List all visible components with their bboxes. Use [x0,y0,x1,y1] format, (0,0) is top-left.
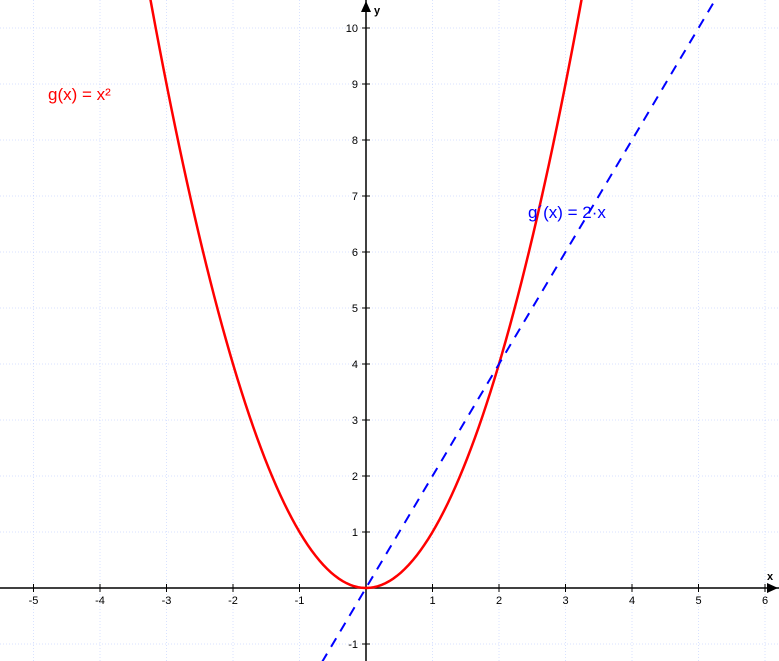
x-tick-label: 5 [695,595,701,607]
y-tick-label: 7 [352,191,358,203]
x-tick-label: -3 [162,595,172,607]
label-g: g(x) = x² [48,85,111,104]
y-tick-label: 3 [352,415,358,427]
x-tick-label: 2 [496,595,502,607]
x-tick-label: 3 [562,595,568,607]
x-tick-label: -2 [228,595,238,607]
y-tick-label: 2 [352,471,358,483]
x-axis-label: x [767,571,774,583]
label-gprime: g´(x) = 2·x [528,203,606,222]
x-tick-label: -4 [95,595,105,607]
chart-container: -5 -4 -3 -2 -1 1 2 3 4 5 6 -1 1 2 3 4 5 6 7 8 9 10 x y g(x) = x²… [0,0,779,661]
x-tick-label: 1 [429,595,435,607]
x-tick-label: 6 [762,595,768,607]
y-tick-label: 10 [346,23,358,35]
y-tick-label: -1 [348,639,358,651]
function-plot: -5 -4 -3 -2 -1 1 2 3 4 5 6 -1 1 2 3 4 5 6 7 8 9 10 x y g(x) = x²… [0,0,779,661]
y-axis-label: y [374,5,381,17]
x-tick-label: 4 [629,595,635,607]
y-tick-label: 6 [352,247,358,259]
x-tick-label: -1 [295,595,305,607]
x-tick-label: -5 [29,595,39,607]
y-tick-label: 1 [352,527,358,539]
y-tick-label: 9 [352,79,358,91]
y-tick-label: 4 [352,359,358,371]
y-tick-label: 8 [352,135,358,147]
y-tick-label: 5 [352,303,358,315]
